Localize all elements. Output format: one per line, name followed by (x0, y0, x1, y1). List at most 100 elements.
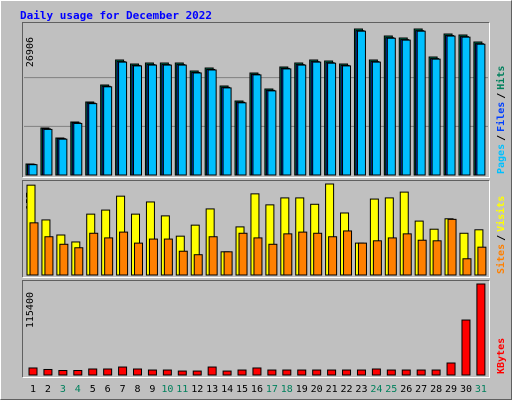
x-tick-label: 16 (251, 384, 263, 395)
x-tick-label: 8 (134, 384, 140, 395)
bar (192, 72, 202, 176)
x-tick-label: 30 (460, 384, 472, 395)
bar (297, 369, 307, 376)
bar (357, 242, 367, 276)
legend-separator: / (496, 235, 507, 241)
legend-entry: KBytes (496, 338, 507, 374)
x-tick-label: 12 (191, 384, 203, 395)
bar (327, 369, 337, 376)
bar (44, 236, 54, 276)
bar (104, 237, 114, 276)
bar (342, 369, 352, 376)
legend-entry: Pages (496, 144, 507, 174)
bar (119, 231, 129, 276)
bar (446, 362, 456, 376)
bar (253, 237, 263, 276)
legend: KBytes (496, 338, 507, 374)
panel-shadow (22, 22, 490, 178)
x-tick-label: 15 (236, 384, 248, 395)
x-tick-label: 3 (60, 384, 66, 395)
x-tick-label: 7 (120, 384, 126, 395)
bar (162, 369, 172, 376)
legend-entry: Hits (495, 66, 507, 90)
legend-entry: Files (495, 102, 507, 132)
bar (118, 366, 128, 376)
bar (237, 369, 247, 376)
bar (238, 232, 248, 276)
bar (401, 39, 411, 176)
bar (74, 247, 84, 276)
x-tick-label: 17 (266, 384, 278, 395)
bar (387, 237, 397, 276)
bar (327, 62, 337, 176)
x-tick-label: 9 (149, 384, 155, 395)
x-tick-label: 13 (206, 384, 218, 395)
x-tick-label: 25 (385, 384, 397, 395)
bar (268, 243, 278, 276)
bar (148, 238, 158, 276)
panel-shadow (22, 180, 490, 278)
legend: Pages / Files / Hits (495, 66, 507, 174)
bar (432, 240, 442, 276)
bar (193, 254, 203, 276)
bar (208, 236, 218, 276)
bar (147, 369, 157, 376)
bar (313, 232, 323, 276)
bar (43, 368, 53, 376)
bar (29, 222, 39, 276)
panel-light (22, 180, 490, 278)
legend: Sites / Visits (495, 196, 507, 274)
bar (223, 251, 233, 276)
bar (298, 231, 308, 276)
bar (386, 37, 396, 176)
bar (342, 65, 352, 176)
bar (402, 233, 412, 276)
chart-title: Daily usage for December 2022 (20, 9, 212, 22)
bar (133, 65, 143, 176)
bar (312, 61, 322, 176)
bar (59, 243, 69, 276)
bar (207, 366, 217, 376)
bar (431, 58, 441, 176)
bar (416, 30, 426, 176)
x-tick-label: 23 (355, 384, 367, 395)
bar (28, 367, 38, 376)
bar (386, 369, 396, 376)
bar (371, 368, 381, 376)
x-tick-label: 4 (75, 384, 81, 395)
bar (58, 138, 68, 176)
bar (282, 369, 292, 376)
x-tick-label: 27 (415, 384, 427, 395)
bar (446, 35, 456, 176)
bar (88, 368, 98, 376)
bar (88, 103, 98, 176)
x-tick-label: 5 (90, 384, 96, 395)
bar (237, 102, 247, 176)
legend-entry: Sites (495, 244, 507, 274)
bar (89, 232, 99, 276)
bar (297, 64, 307, 176)
x-tick-label: 31 (475, 384, 487, 395)
bar (267, 90, 277, 176)
bar (283, 233, 293, 276)
bar (462, 258, 472, 276)
x-tick-label: 2 (45, 384, 51, 395)
legend-entry: Visits (495, 196, 507, 232)
bar (343, 230, 353, 276)
x-tick-label: 18 (281, 384, 293, 395)
bar (252, 367, 262, 376)
bar (267, 369, 277, 376)
bar (328, 236, 338, 276)
bar (163, 238, 173, 276)
legend-separator: / (496, 93, 507, 99)
x-tick-label: 28 (430, 384, 442, 395)
x-tick-label: 19 (296, 384, 308, 395)
bar (356, 369, 366, 376)
bar (461, 319, 471, 376)
bar (147, 64, 157, 176)
bar (222, 370, 232, 376)
bar (282, 68, 292, 176)
x-tick-label: 20 (311, 384, 323, 395)
